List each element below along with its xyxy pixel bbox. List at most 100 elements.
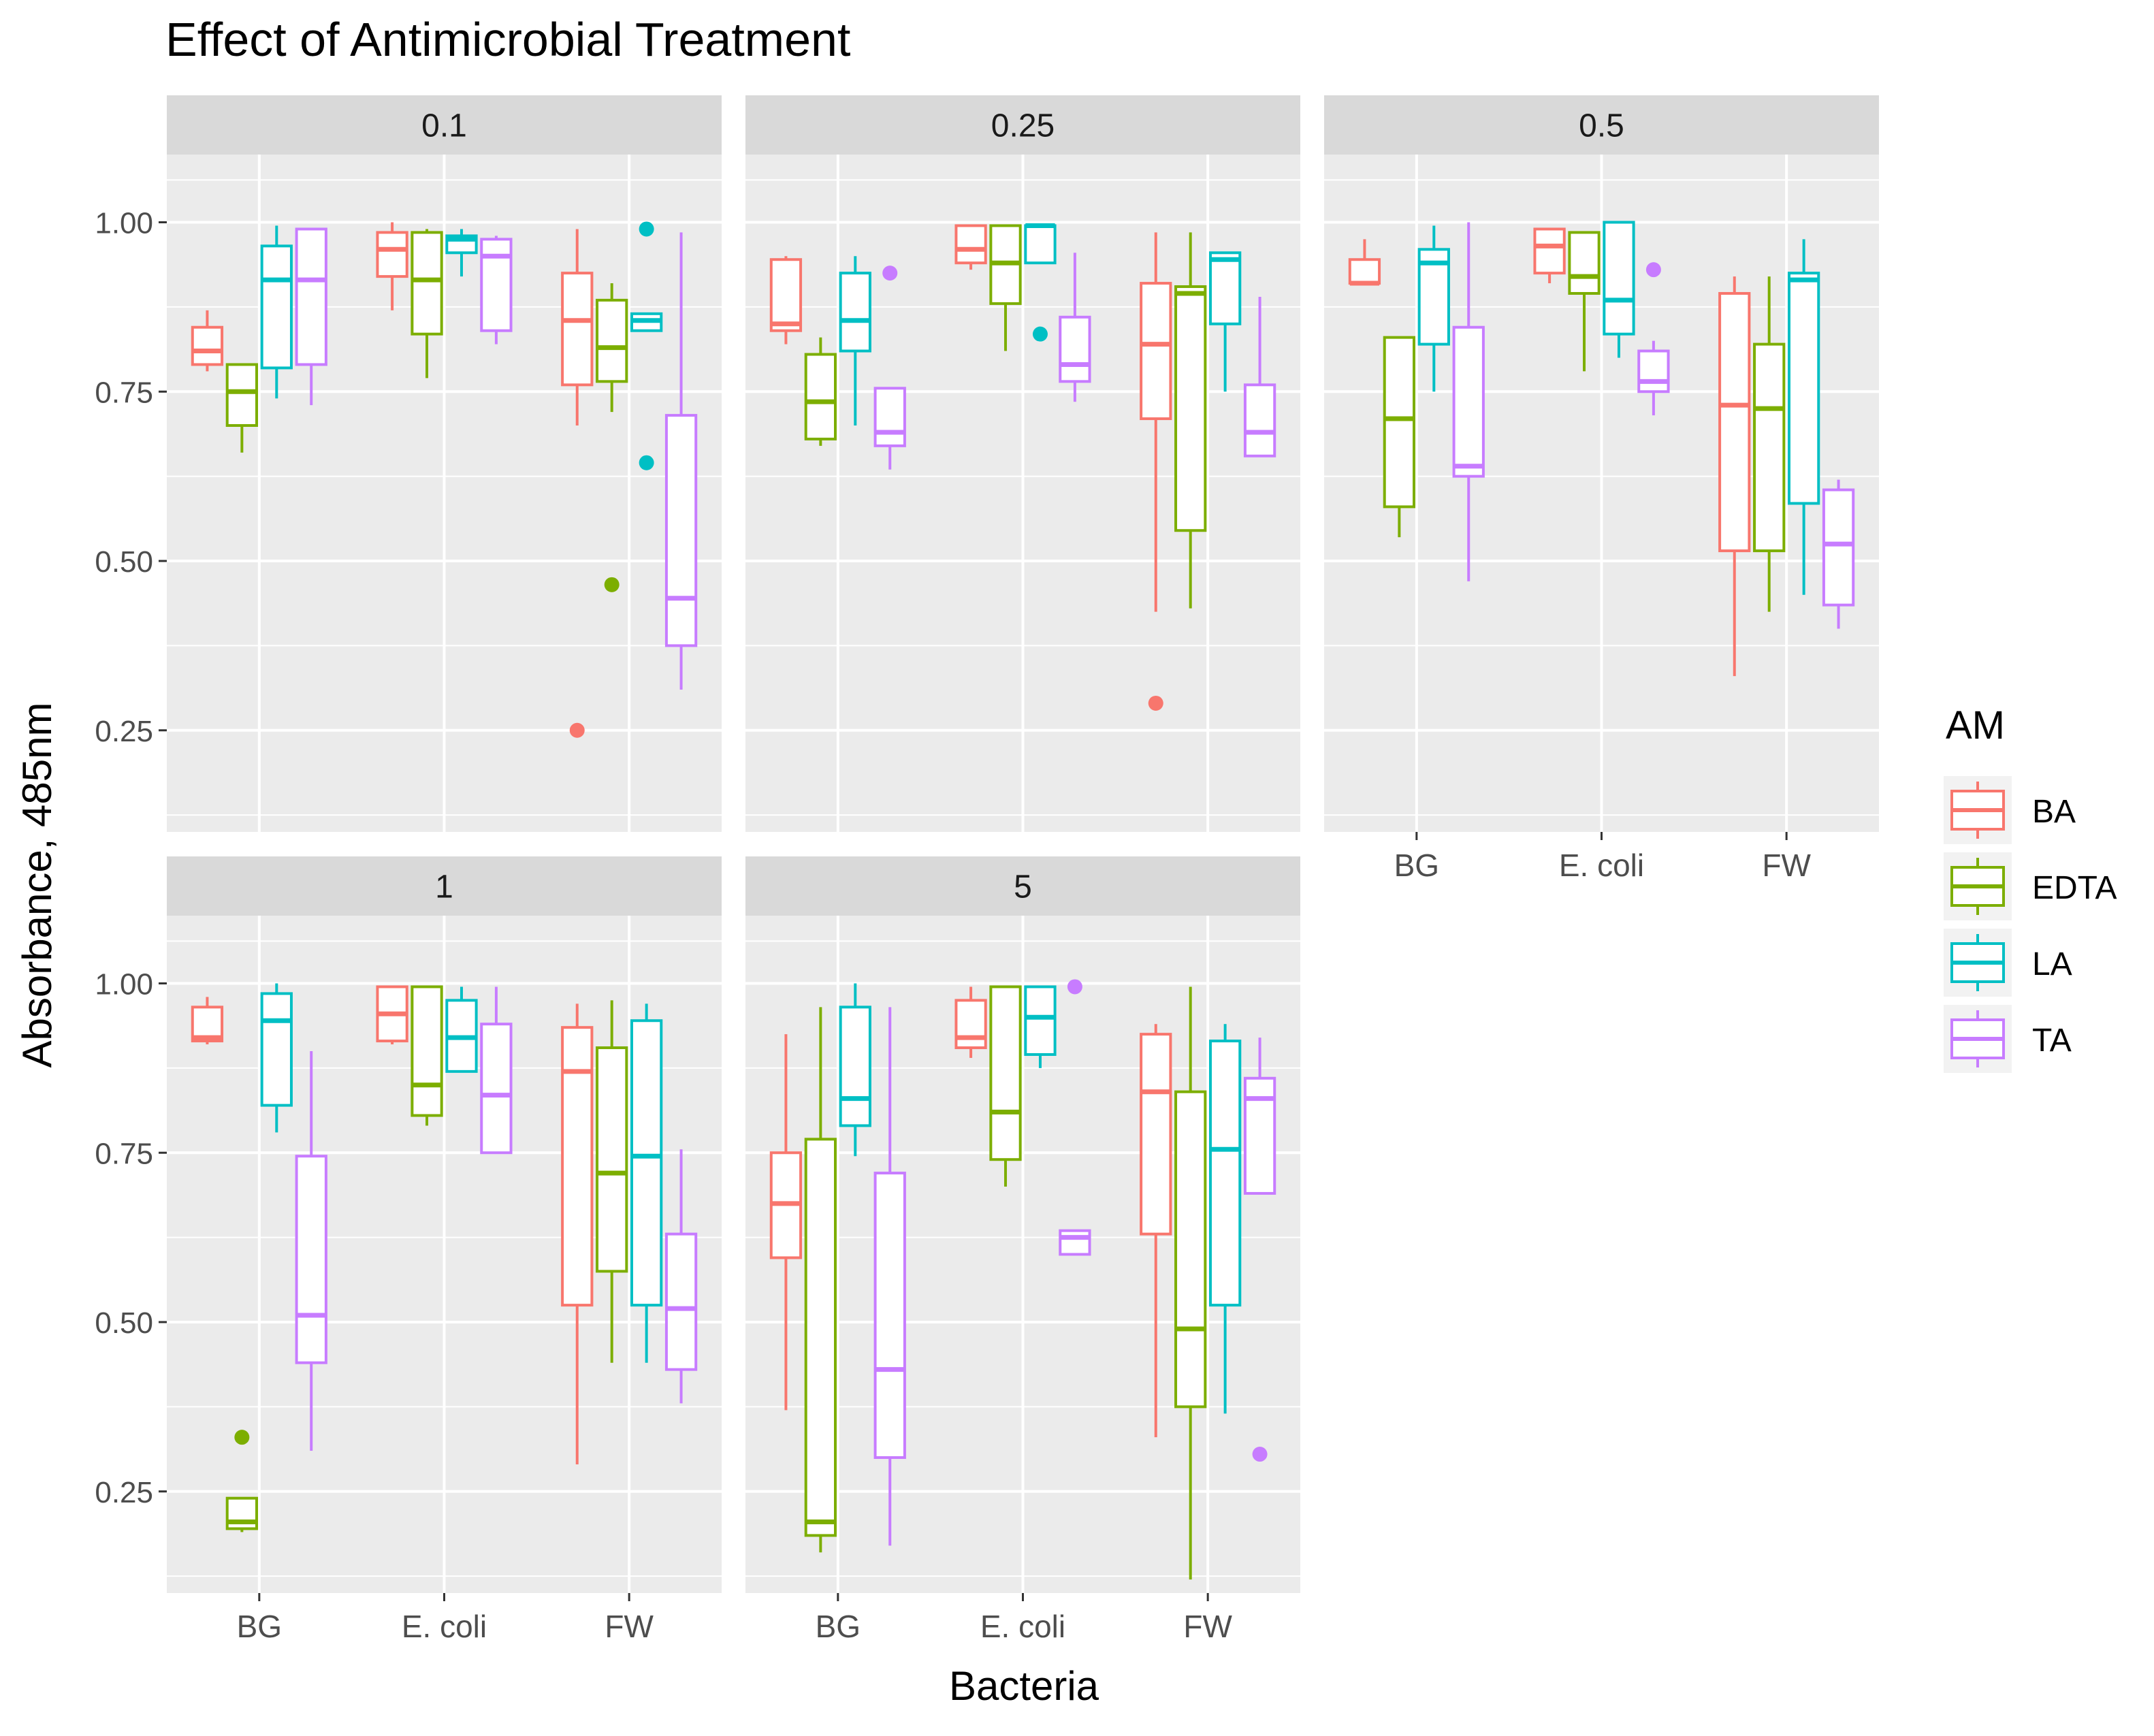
box-la [1417, 225, 1450, 392]
y-tick-label: 1.00 [95, 207, 153, 240]
x-tick-label: BG [816, 1609, 861, 1644]
y-tick-label: 0.75 [95, 376, 153, 409]
box-body [1718, 291, 1751, 553]
box-edta [596, 283, 628, 592]
legend-item-ba: BA [1944, 776, 2076, 844]
facet-panel-0.1: 0.1 0.25 0.50 0.75 1.00 [95, 95, 722, 832]
box-outlier [639, 221, 654, 237]
box-body [1140, 282, 1172, 421]
box-ba [954, 986, 987, 1058]
facet-strip-label: 0.1 [421, 108, 467, 144]
box-edta [411, 985, 443, 1126]
box-la [839, 256, 871, 425]
box-ta [664, 1149, 698, 1404]
box-ta [873, 266, 906, 470]
box-ta [1243, 296, 1276, 457]
box-ta [664, 232, 698, 690]
box-outlier [1252, 1447, 1268, 1462]
facet-strip [167, 856, 722, 916]
box-body [630, 1019, 663, 1307]
y-tick-label: 1.00 [95, 968, 153, 1001]
box-ta [873, 1007, 906, 1546]
box-ba [191, 997, 224, 1045]
x-tick-label: E. coli [1559, 848, 1644, 883]
box-la [1208, 251, 1242, 392]
facet-panels: 0.1 0.25 0.50 0.75 1.00 0.25 0.5 BG E. coli FW 1 0.… [95, 95, 1879, 1644]
box-ba [1140, 1024, 1172, 1438]
box-body [260, 244, 293, 370]
y-axis-label: Absorbance, 485nm [14, 702, 60, 1067]
box-edta [596, 1000, 628, 1363]
box-body [1568, 231, 1601, 295]
box-ta [1822, 479, 1855, 629]
box-ta [1243, 1038, 1276, 1462]
box-la [630, 221, 663, 470]
box-edta [225, 363, 259, 453]
box-body [873, 387, 906, 447]
box-la [445, 986, 478, 1073]
box-body [1174, 285, 1207, 532]
box-edta [411, 229, 443, 379]
x-tick-label: FW [1762, 848, 1811, 883]
box-outlier [569, 722, 585, 738]
box-body [260, 992, 293, 1107]
x-tick-label: E. coli [402, 1609, 487, 1644]
box-body [1753, 342, 1786, 553]
box-ba [954, 224, 987, 270]
legend-item-edta: EDTA [1944, 852, 2117, 920]
box-la [1208, 1024, 1242, 1414]
box-body [1059, 315, 1091, 383]
box-body [1533, 227, 1566, 275]
facet-panel-0.5: 0.5 BG E. coli FW [1324, 95, 1879, 883]
box-body [1024, 985, 1057, 1056]
box-body [954, 999, 987, 1050]
box-outlier [1032, 326, 1048, 342]
box-ta [480, 236, 513, 344]
box-ba [1533, 227, 1566, 284]
box-body [1208, 251, 1242, 325]
box-edta [1383, 336, 1416, 538]
facet-strip-label: 0.25 [991, 108, 1055, 144]
box-outlier [1645, 262, 1661, 278]
box-ta [1059, 979, 1091, 1256]
facet-strip [745, 856, 1300, 916]
y-tick-label: 0.50 [95, 1306, 153, 1340]
box-body [1787, 272, 1820, 505]
box-ba [376, 222, 408, 310]
box-body [596, 1046, 628, 1273]
x-tick-label: FW [1183, 1609, 1232, 1644]
facet-panel-0.25: 0.25 [745, 95, 1300, 832]
box-body [191, 325, 224, 366]
box-ba [561, 1003, 594, 1464]
box-body [1208, 1040, 1242, 1307]
box-body [480, 238, 513, 332]
box-outlier [1148, 695, 1163, 711]
box-body [804, 353, 837, 440]
box-body [1059, 1229, 1091, 1256]
facet-panel-5: 5 BG E. coli FW [745, 856, 1300, 1644]
box-body [1348, 258, 1381, 285]
box-body [839, 1006, 871, 1127]
box-la [1024, 985, 1057, 1068]
box-la [1024, 223, 1057, 342]
y-tick-label: 0.75 [95, 1137, 153, 1170]
box-la [260, 225, 293, 399]
facet-strip-label: 5 [1014, 869, 1032, 905]
legend: AM BA EDTA LA TA [1944, 703, 2117, 1073]
box-la [630, 1003, 663, 1363]
box-body [954, 224, 987, 265]
facet-panel-1: 1 0.25 0.50 0.75 1.00 BG E. coli FW [95, 856, 722, 1644]
legend-label: BA [2032, 794, 2076, 830]
box-la [839, 983, 871, 1157]
box-body [295, 1155, 327, 1364]
box-body [1243, 383, 1276, 457]
box-body [804, 1138, 837, 1537]
box-body [295, 227, 327, 366]
box-ba [1140, 232, 1172, 711]
box-body [664, 1232, 698, 1371]
box-ba [769, 256, 803, 344]
box-body [411, 231, 443, 336]
box-outlier [604, 577, 620, 592]
box-ba [376, 985, 408, 1045]
